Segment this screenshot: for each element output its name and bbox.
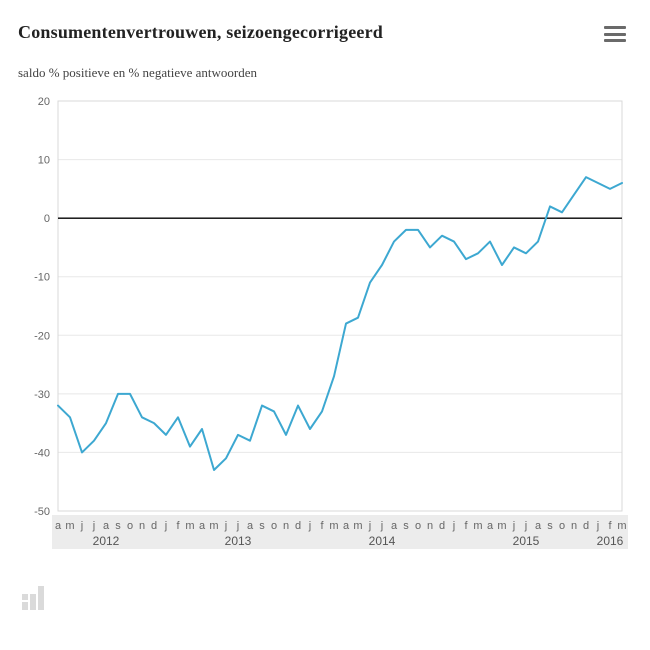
chart-subtitle: saldo % positieve en % negatieve antwoor… xyxy=(18,65,632,81)
svg-text:j: j xyxy=(524,520,527,532)
svg-text:d: d xyxy=(439,520,445,532)
svg-text:s: s xyxy=(403,520,409,532)
svg-text:a: a xyxy=(343,520,350,532)
chart-title: Consumentenvertrouwen, seizoengecorrigee… xyxy=(18,22,383,43)
svg-text:n: n xyxy=(139,520,145,532)
svg-text:s: s xyxy=(547,520,553,532)
svg-text:o: o xyxy=(559,520,565,532)
svg-text:2012: 2012 xyxy=(93,534,120,548)
svg-text:0: 0 xyxy=(44,213,50,225)
svg-text:m: m xyxy=(353,520,362,532)
svg-text:d: d xyxy=(583,520,589,532)
svg-text:j: j xyxy=(452,520,455,532)
svg-text:2013: 2013 xyxy=(225,534,252,548)
svg-text:20: 20 xyxy=(38,96,50,108)
svg-text:o: o xyxy=(271,520,277,532)
header-row: Consumentenvertrouwen, seizoengecorrigee… xyxy=(18,22,632,43)
svg-text:j: j xyxy=(164,520,167,532)
svg-text:j: j xyxy=(596,520,599,532)
svg-text:a: a xyxy=(391,520,398,532)
svg-text:a: a xyxy=(103,520,110,532)
svg-text:n: n xyxy=(427,520,433,532)
svg-text:j: j xyxy=(512,520,515,532)
svg-text:m: m xyxy=(65,520,74,532)
svg-text:m: m xyxy=(329,520,338,532)
svg-text:2014: 2014 xyxy=(369,534,396,548)
line-chart-svg: -50-40-30-20-1001020amjjasondjfmamjjason… xyxy=(18,91,632,561)
svg-text:m: m xyxy=(473,520,482,532)
svg-text:-20: -20 xyxy=(34,330,50,342)
svg-text:n: n xyxy=(283,520,289,532)
chart-container: Consumentenvertrouwen, seizoengecorrigee… xyxy=(0,0,650,650)
svg-text:o: o xyxy=(127,520,133,532)
svg-text:j: j xyxy=(308,520,311,532)
svg-text:-50: -50 xyxy=(34,506,50,518)
svg-text:j: j xyxy=(224,520,227,532)
svg-text:-10: -10 xyxy=(34,272,50,284)
svg-text:j: j xyxy=(236,520,239,532)
svg-text:a: a xyxy=(55,520,62,532)
svg-text:-30: -30 xyxy=(34,389,50,401)
svg-text:-40: -40 xyxy=(34,447,50,459)
svg-text:a: a xyxy=(535,520,542,532)
svg-text:j: j xyxy=(80,520,83,532)
svg-text:j: j xyxy=(380,520,383,532)
svg-text:10: 10 xyxy=(38,155,50,167)
svg-text:a: a xyxy=(487,520,494,532)
svg-text:d: d xyxy=(151,520,157,532)
chart-plot-area: -50-40-30-20-1001020amjjasondjfmamjjason… xyxy=(18,91,632,561)
svg-text:n: n xyxy=(571,520,577,532)
svg-text:o: o xyxy=(415,520,421,532)
svg-text:d: d xyxy=(295,520,301,532)
svg-text:s: s xyxy=(115,520,121,532)
svg-text:j: j xyxy=(368,520,371,532)
svg-text:m: m xyxy=(617,520,626,532)
svg-text:a: a xyxy=(199,520,206,532)
svg-text:2015: 2015 xyxy=(513,534,540,548)
hamburger-menu-icon[interactable] xyxy=(604,26,626,42)
svg-text:a: a xyxy=(247,520,254,532)
svg-text:m: m xyxy=(209,520,218,532)
svg-text:m: m xyxy=(497,520,506,532)
svg-text:j: j xyxy=(92,520,95,532)
source-logo-icon xyxy=(22,584,44,610)
svg-text:m: m xyxy=(185,520,194,532)
svg-text:2016: 2016 xyxy=(597,534,624,548)
svg-text:s: s xyxy=(259,520,265,532)
